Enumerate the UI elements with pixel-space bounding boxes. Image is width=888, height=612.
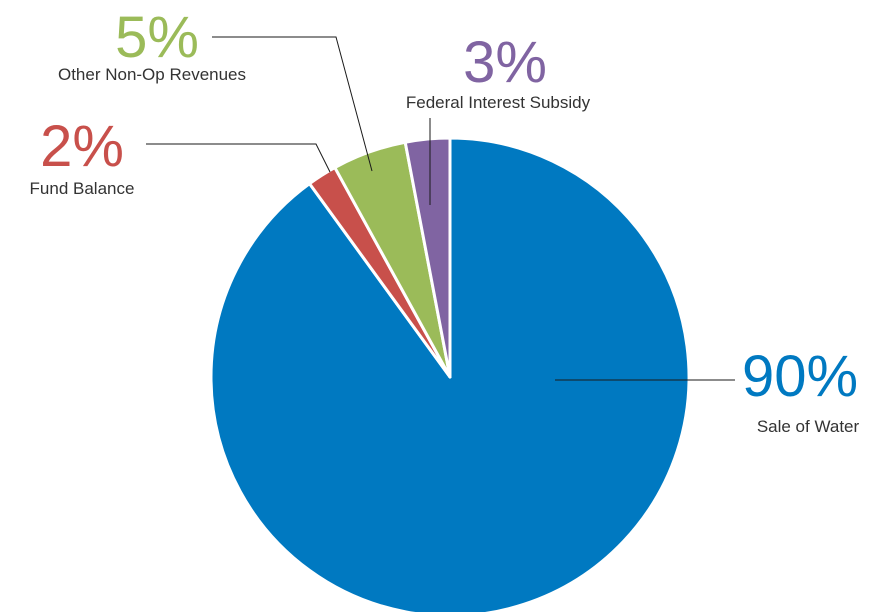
percent-label-sale-of-water: 90% [742, 344, 858, 409]
percent-label-fund-balance: 2% [40, 114, 124, 179]
percent-label-other-non-op-revenues: 5% [115, 5, 199, 70]
category-label-sale-of-water: Sale of Water [757, 417, 860, 436]
category-label-other-non-op-revenues: Other Non-Op Revenues [58, 65, 246, 84]
leader-line-other-non-op-revenues [212, 36, 373, 172]
leader-line-fund-balance [146, 143, 331, 173]
pie-slice-federal-interest-subsidy [403, 136, 452, 379]
percent-label-federal-interest-subsidy: 3% [463, 30, 547, 95]
category-label-fund-balance: Fund Balance [30, 179, 135, 198]
slice-labels: 90% Sale of Water 2%Fund Balance 5%Other No… [30, 5, 860, 436]
pie-slices [209, 136, 691, 612]
category-label-federal-interest-subsidy: Federal Interest Subsidy [406, 93, 591, 112]
leader-lines [146, 36, 735, 381]
